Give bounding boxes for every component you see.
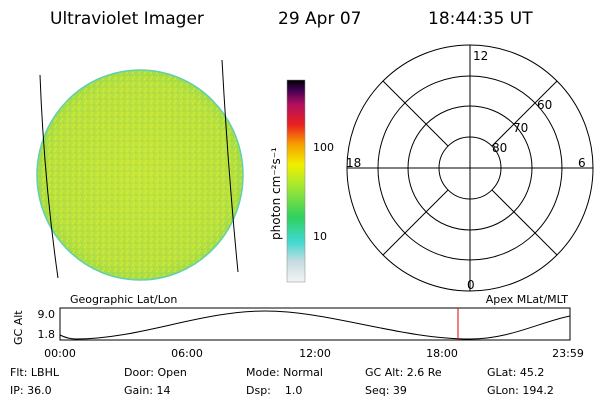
hour-label: 18 <box>346 156 361 170</box>
plot-title: Apex MLat/MLT <box>486 293 569 306</box>
x-tick-label: 06:00 <box>171 347 203 360</box>
plot-frame <box>59 307 571 341</box>
lat-label: 70 <box>513 121 528 135</box>
x-tick-label: 23:59 <box>552 347 584 360</box>
terminator-line <box>221 59 239 273</box>
x-tick-label: 18:00 <box>426 347 458 360</box>
status-panel: Flt: LBHL Door: Open Mode: Normal GC Alt: 2… <box>10 366 554 397</box>
status-field: Seq: 39 <box>365 384 407 397</box>
status-field: Mode: Normal <box>246 366 323 379</box>
polar-grid <box>346 44 594 292</box>
colorbar-unit: photon cm⁻²s⁻¹ <box>269 147 283 240</box>
plot-title: Geographic Lat/Lon <box>70 293 177 306</box>
status-field: Dsp: 1.0 <box>246 384 302 397</box>
hour-label: 0 <box>467 278 475 292</box>
status-field: GC Alt: 2.6 Re <box>365 366 442 379</box>
y-tick-label: 9.0 <box>38 308 56 321</box>
uv-texture <box>38 71 242 279</box>
status-field: IP: 36.0 <box>10 384 52 397</box>
lat-label: 60 <box>537 98 552 112</box>
colorbar-label: 100 <box>313 141 334 154</box>
color-bar <box>286 79 306 283</box>
terminator-line <box>39 74 59 279</box>
y-tick-label: 1.8 <box>38 328 56 341</box>
status-field: Door: Open <box>124 366 187 379</box>
status-field: GLon: 194.2 <box>487 384 554 397</box>
colorbar-label: 10 <box>313 230 327 243</box>
hour-label: 6 <box>578 156 586 170</box>
altitude-curve <box>59 310 571 340</box>
status-field: GLat: 45.2 <box>487 366 544 379</box>
y-axis-label: GC Alt <box>12 310 25 345</box>
time: 18:44:35 UT <box>428 9 533 29</box>
hour-label: 12 <box>473 49 488 63</box>
date: 29 Apr 07 <box>278 9 361 29</box>
status-field: Flt: LBHL <box>10 366 60 379</box>
lat-label: 80 <box>492 141 507 155</box>
title: Ultraviolet Imager <box>50 9 204 29</box>
x-tick-label: 12:00 <box>299 347 331 360</box>
x-tick-label: 00:00 <box>44 347 76 360</box>
status-field: Gain: 14 <box>124 384 171 397</box>
